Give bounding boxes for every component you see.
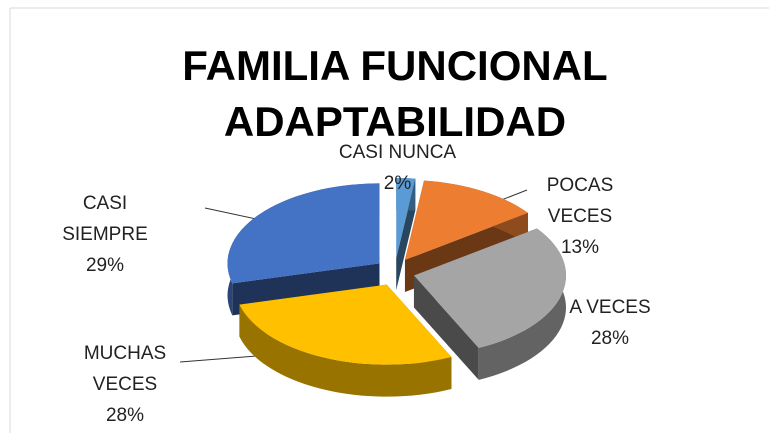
data-label: POCAS VECES 13%: [525, 170, 635, 263]
slice: [404, 180, 528, 260]
data-label: CASI SIEMPRE 29%: [50, 188, 160, 281]
slice-side: [478, 228, 566, 380]
data-label: CASI NUNCA 2%: [300, 137, 495, 199]
category-label: CASI NUNCA: [338, 142, 457, 163]
category-label: MUCHAS VECES: [83, 343, 167, 395]
slice: [239, 284, 452, 365]
category-label: CASI SIEMPRE: [62, 193, 148, 245]
value-label: 13%: [560, 237, 600, 258]
value-label: 28%: [105, 405, 145, 426]
chart-title: FAMILIA FUNCIONAL ADAPTABILIDAD: [182, 42, 608, 145]
data-label: A VECES 28%: [545, 292, 675, 354]
slice-side: [413, 275, 479, 380]
slice-side: [239, 304, 452, 397]
slice: [227, 183, 380, 284]
slice: [396, 178, 416, 259]
value-label: 28%: [590, 328, 630, 349]
slice: [413, 228, 566, 348]
data-label: MUCHAS VECES 28%: [65, 338, 185, 431]
category-label: A VECES: [569, 297, 651, 318]
category-label: POCAS VECES: [546, 175, 614, 227]
leader-line: [179, 355, 257, 363]
value-label: 29%: [85, 255, 125, 276]
value-label: 2%: [383, 173, 412, 194]
